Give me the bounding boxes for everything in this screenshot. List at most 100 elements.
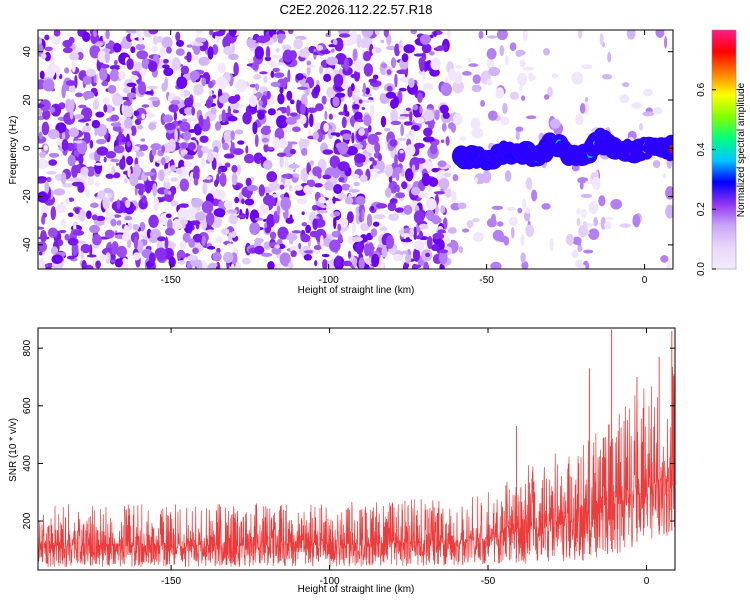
noise-blob [51,254,63,265]
noise-blob [183,154,194,160]
noise-blob [216,247,221,254]
noise-blob [235,79,247,93]
noise-blob [109,68,120,82]
noise-blob [89,202,99,208]
noise-blob [660,255,669,263]
noise-blob [49,106,56,113]
noise-blob [133,110,140,117]
noise-blob [95,215,106,222]
noise-blob [46,176,52,183]
noise-blob [75,92,84,98]
noise-blob [121,257,129,269]
noise-blob [265,46,271,59]
noise-blob [50,206,57,221]
noise-blob [182,232,191,243]
noise-blob [123,105,130,118]
noise-blob [39,151,47,158]
noise-blob [362,99,374,103]
noise-blob [186,51,192,63]
noise-blob [321,95,327,105]
noise-blob [354,153,365,164]
noise-blob [576,208,581,215]
snr-marks [38,329,675,568]
noise-blob [100,64,110,69]
noise-blob [214,179,219,187]
noise-blob [502,102,508,115]
noise-blob [232,109,240,114]
noise-blob [370,104,375,119]
noise-blob [431,244,440,252]
noise-blob [375,131,382,135]
noise-blob [497,235,509,243]
noise-blob [118,158,126,170]
noise-blob [434,109,440,121]
noise-blob [80,251,84,260]
noise-blob [584,96,589,103]
noise-blob [277,93,285,105]
noise-blob [551,73,559,79]
noise-blob [263,241,272,250]
noise-blob [74,113,85,120]
noise-blob [447,122,456,130]
noise-blob [169,185,177,196]
colorbar: 0.0 0.2 0.4 0.6 Normalized spectral amplitu… [696,29,747,276]
noise-blob [338,176,345,183]
noise-blob [286,233,298,242]
spectrogram-xtick-label: -100 [319,275,339,286]
noise-blob [332,96,340,108]
noise-blob [296,197,308,205]
noise-blob [346,146,358,156]
noise-blob [191,106,196,116]
noise-blob [352,94,356,101]
noise-blob [180,65,190,75]
noise-blob [96,138,107,145]
noise-blob [591,176,601,190]
noise-blob [621,82,630,88]
noise-blob [367,133,379,145]
noise-blob [455,65,463,70]
spectrogram-frame [37,29,674,270]
noise-blob [71,164,78,178]
noise-blob [246,39,257,44]
snr-frame [37,327,676,571]
noise-blob [96,146,109,156]
noise-blob [69,107,74,120]
noise-blob [580,193,593,198]
noise-blob [619,94,630,104]
noise-blob [85,68,96,77]
noise-blob [571,250,579,259]
noise-blob [421,70,426,81]
noise-blob [353,69,361,82]
noise-blob [312,250,321,255]
noise-blob [78,153,84,165]
noise-blob [86,210,92,220]
noise-blob [217,62,227,73]
noise-blob [472,74,481,84]
noise-blob [138,33,143,45]
noise-blob [383,30,389,38]
noise-blob [471,84,482,93]
noise-blob [352,48,358,62]
noise-blob [333,183,343,195]
noise-blob [216,76,228,90]
noise-blob [607,51,612,63]
noise-blob [418,191,429,199]
noise-blob [433,191,446,195]
noise-blob [47,129,60,140]
noise-blob [263,75,268,84]
noise-blob [276,33,286,41]
noise-blob [504,170,512,182]
noise-blob [61,138,69,152]
noise-blob [360,222,370,232]
noise-blob [179,240,187,250]
noise-blob [93,74,97,84]
noise-blob [338,33,351,38]
noise-blob [390,98,398,109]
noise-blob [293,38,304,50]
noise-blob [338,234,343,243]
noise-blob [428,177,439,187]
snr-series-line [38,366,675,568]
noise-blob [404,168,414,182]
noise-blob [309,230,321,238]
noise-blob [583,249,594,254]
